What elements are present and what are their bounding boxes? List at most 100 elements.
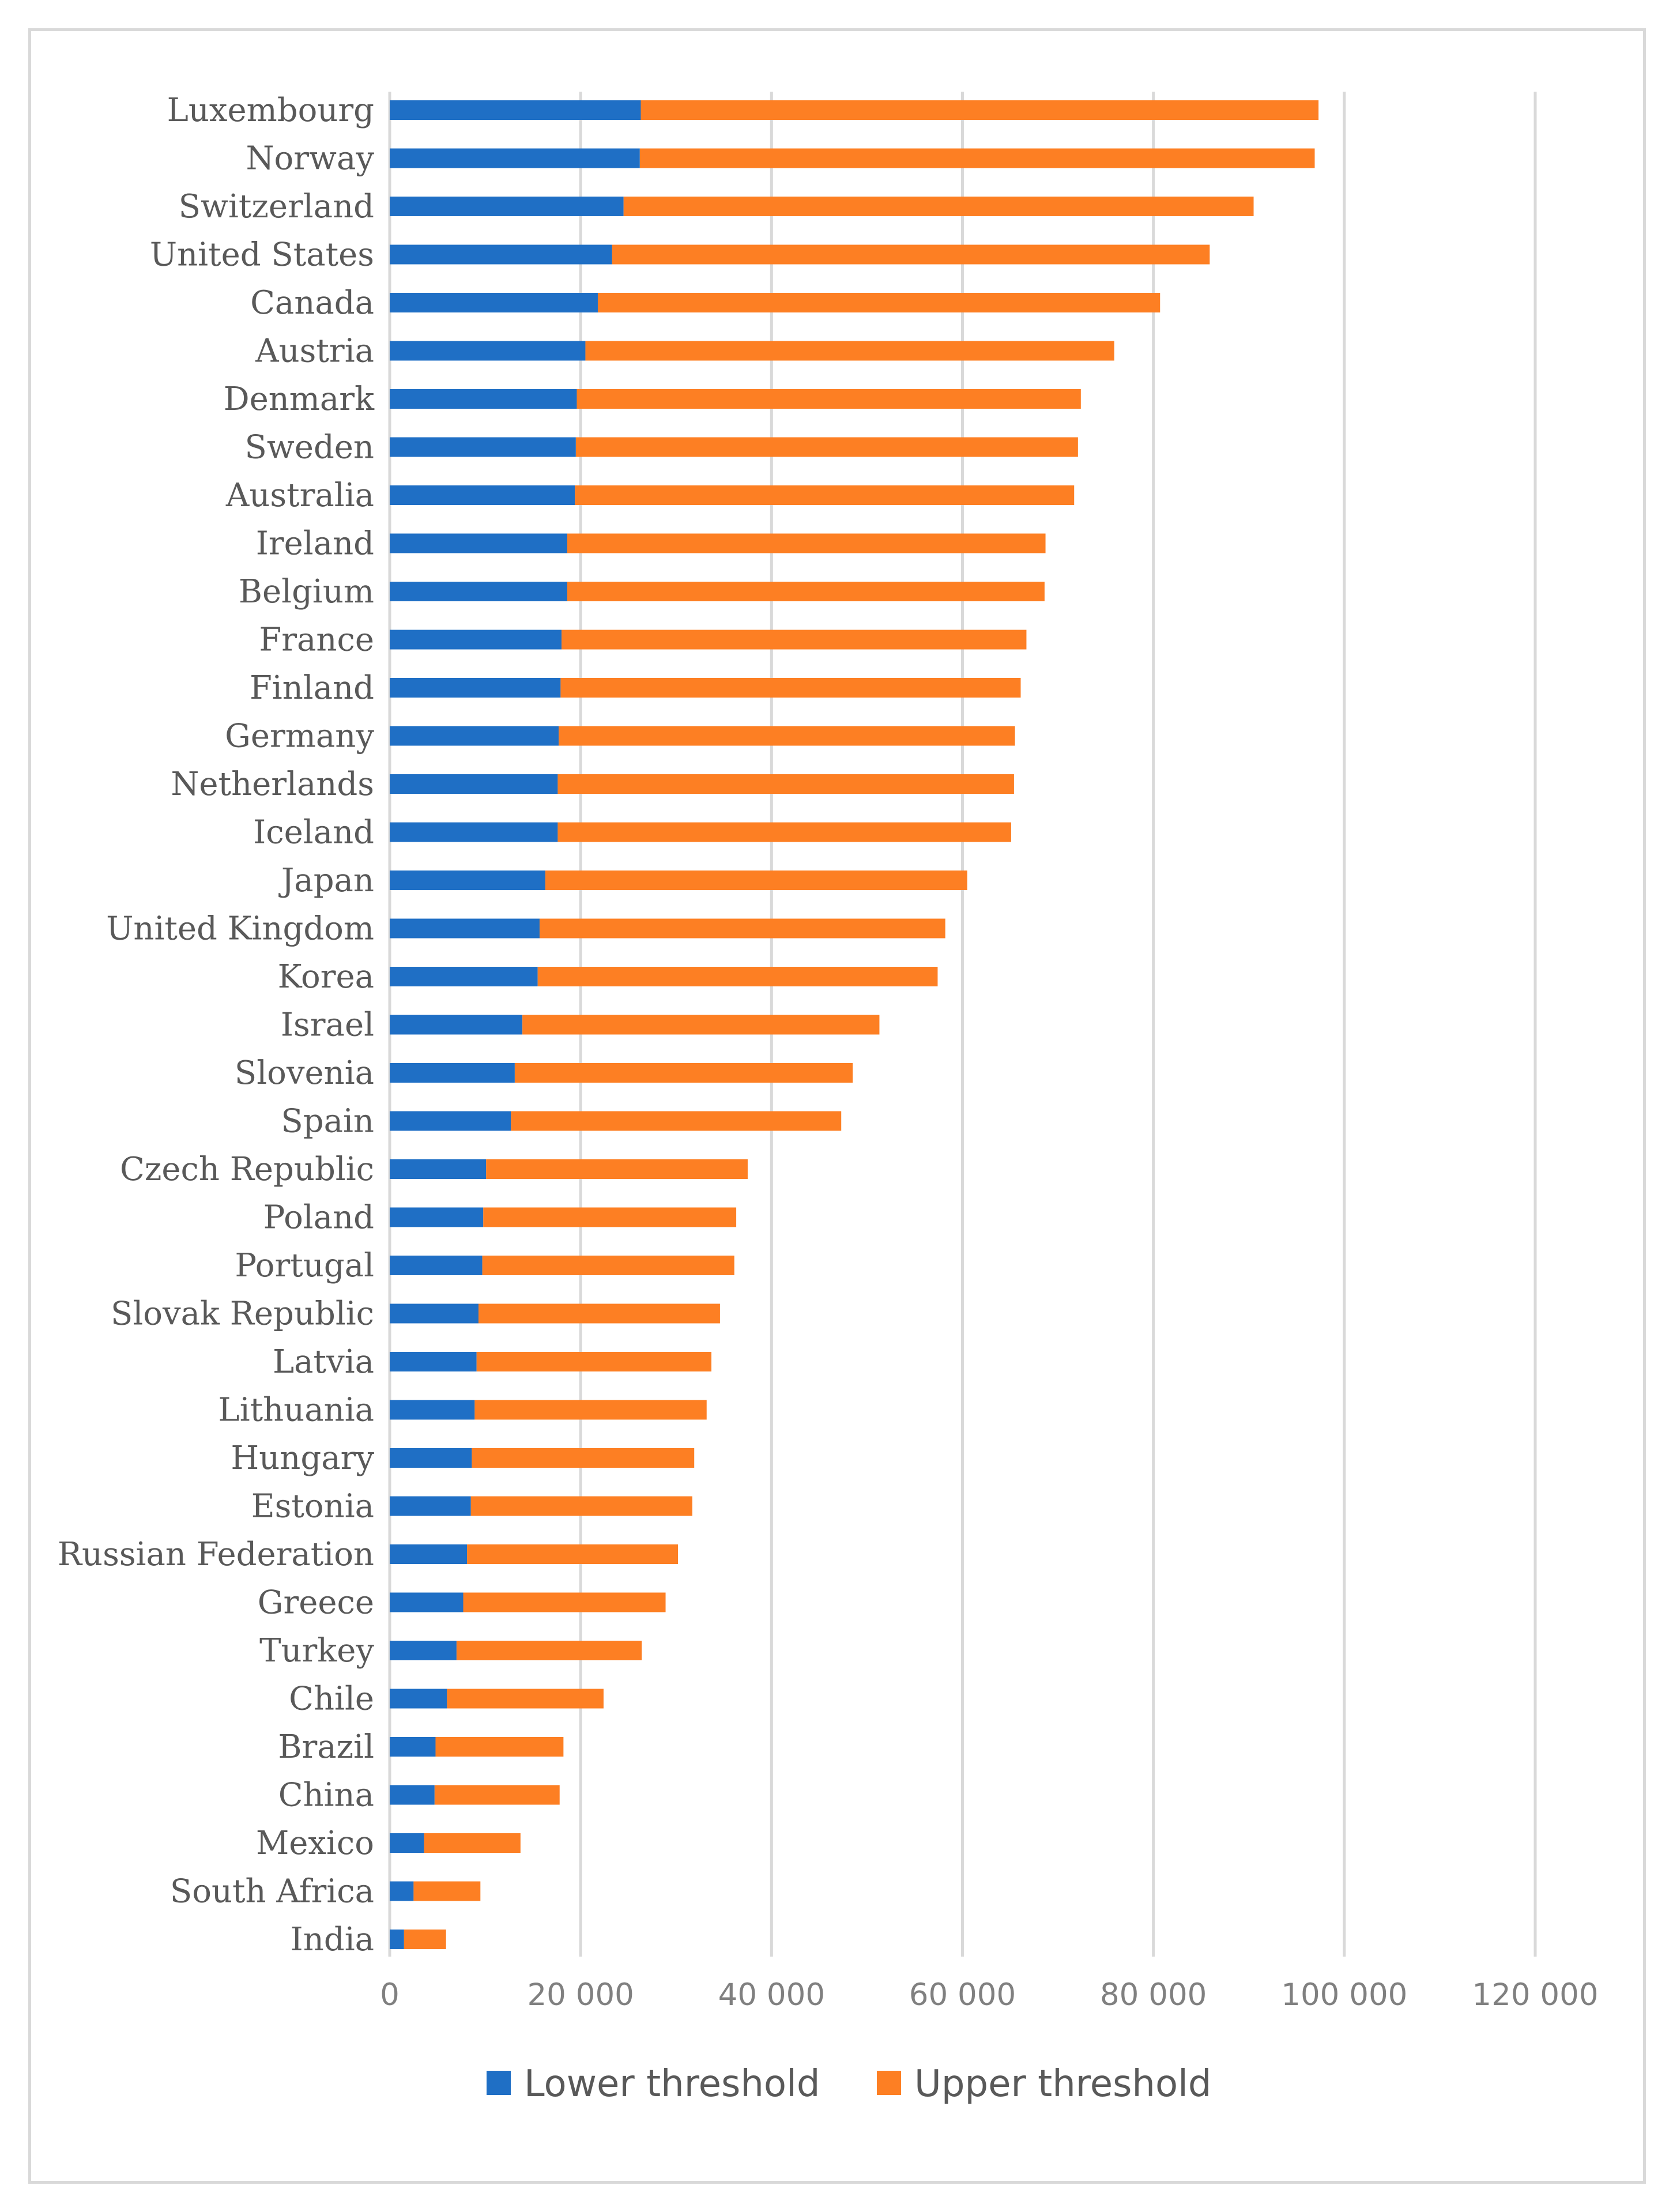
- category-label-united-states: United States: [150, 236, 374, 274]
- bar-netherlands-lower-threshold: [390, 774, 558, 794]
- category-label-finland: Finland: [250, 669, 374, 707]
- legend-label-upper-threshold: Upper threshold: [914, 2063, 1212, 2105]
- category-label-ireland: Ireland: [256, 525, 374, 563]
- category-label-latvia: Latvia: [273, 1343, 374, 1381]
- bar-hungary-upper-threshold: [472, 1448, 695, 1468]
- bar-latvia-lower-threshold: [390, 1352, 477, 1371]
- bar-latvia-upper-threshold: [476, 1352, 712, 1371]
- bar-spain-lower-threshold: [390, 1111, 511, 1131]
- category-label-czech-republic: Czech Republic: [120, 1151, 374, 1188]
- bar-france-upper-threshold: [562, 630, 1027, 650]
- bar-slovenia-lower-threshold: [390, 1063, 515, 1083]
- bar-poland-upper-threshold: [483, 1207, 737, 1227]
- bar-australia-lower-threshold: [390, 485, 575, 505]
- bar-switzerland-upper-threshold: [623, 197, 1254, 216]
- bar-lithuania-upper-threshold: [474, 1400, 707, 1420]
- category-label-belgium: Belgium: [239, 573, 374, 611]
- bar-australia-upper-threshold: [575, 485, 1075, 505]
- x-tick-label-0: 0: [380, 1977, 400, 2013]
- bar-switzerland-lower-threshold: [390, 197, 624, 216]
- bar-belgium-lower-threshold: [390, 582, 567, 601]
- bar-china-upper-threshold: [434, 1785, 560, 1805]
- category-label-spain: Spain: [281, 1103, 374, 1140]
- chart-frame: Luxembourg Norway Switzerland United States…: [28, 28, 1646, 2184]
- category-label-portugal: Portugal: [235, 1247, 374, 1284]
- category-label-chile: Chile: [289, 1680, 374, 1718]
- bar-sweden-upper-threshold: [575, 437, 1078, 457]
- bar-czech-republic-lower-threshold: [390, 1159, 487, 1179]
- bar-estonia-lower-threshold: [390, 1496, 471, 1516]
- bar-mexico-lower-threshold: [390, 1833, 424, 1853]
- category-label-slovak-republic: Slovak Republic: [111, 1295, 374, 1333]
- bar-south-africa-lower-threshold: [390, 1881, 414, 1901]
- bar-japan-lower-threshold: [390, 871, 545, 890]
- bar-brazil-upper-threshold: [435, 1737, 564, 1757]
- category-label-france: France: [259, 621, 374, 659]
- legend-swatch-upper-threshold: [877, 2071, 901, 2095]
- bar-denmark-upper-threshold: [576, 389, 1081, 409]
- stacked-bar-chart: Luxembourg Norway Switzerland United States…: [58, 92, 1599, 2105]
- bars: [390, 100, 1319, 1949]
- bar-slovak-republic-upper-threshold: [478, 1303, 720, 1324]
- bar-lithuania-lower-threshold: [390, 1400, 475, 1420]
- category-label-hungary: Hungary: [231, 1440, 374, 1477]
- category-label-austria: Austria: [255, 333, 374, 370]
- bar-greece-upper-threshold: [463, 1592, 666, 1612]
- bar-austria-upper-threshold: [585, 341, 1114, 361]
- bar-finland-lower-threshold: [390, 678, 561, 698]
- category-label-denmark: Denmark: [224, 380, 375, 418]
- bar-mexico-upper-threshold: [424, 1833, 521, 1853]
- bar-finland-upper-threshold: [560, 678, 1021, 698]
- bar-israel-upper-threshold: [522, 1015, 880, 1035]
- legend-swatch-lower-threshold: [487, 2071, 511, 2095]
- bar-israel-lower-threshold: [390, 1015, 523, 1035]
- bar-poland-lower-threshold: [390, 1207, 484, 1227]
- x-tick-label-40-000: 40 000: [718, 1977, 825, 2013]
- category-label-united-kingdom: United Kingdom: [106, 910, 374, 948]
- category-label-brazil: Brazil: [278, 1728, 374, 1766]
- bar-belgium-upper-threshold: [567, 582, 1045, 601]
- bar-slovak-republic-lower-threshold: [390, 1303, 478, 1324]
- bar-portugal-lower-threshold: [390, 1256, 483, 1275]
- bar-japan-upper-threshold: [545, 871, 967, 890]
- category-label-mexico: Mexico: [256, 1825, 374, 1862]
- category-label-japan: Japan: [278, 862, 374, 899]
- bar-ireland-upper-threshold: [567, 533, 1046, 553]
- bar-russian-federation-upper-threshold: [467, 1544, 679, 1564]
- bar-turkey-upper-threshold: [456, 1641, 642, 1660]
- bar-iceland-lower-threshold: [390, 822, 558, 842]
- bar-sweden-lower-threshold: [390, 437, 576, 457]
- legend-label-lower-threshold: Lower threshold: [524, 2063, 820, 2105]
- x-tick-label-80-000: 80 000: [1100, 1977, 1207, 2013]
- category-label-korea: Korea: [278, 958, 374, 996]
- bar-canada-lower-threshold: [390, 293, 598, 312]
- x-tick-label-20-000: 20 000: [527, 1977, 634, 2013]
- bar-turkey-lower-threshold: [390, 1641, 457, 1660]
- bar-chile-lower-threshold: [390, 1689, 447, 1709]
- legend: Lower threshold Upper threshold: [487, 2063, 1212, 2105]
- category-label-poland: Poland: [263, 1199, 374, 1237]
- x-tick-label-60-000: 60 000: [909, 1977, 1016, 2013]
- bar-spain-upper-threshold: [511, 1111, 842, 1131]
- x-tick-labels: 0 20 000 40 000 60 000 80 000 100 000 120 000: [380, 1977, 1598, 2013]
- category-label-netherlands: Netherlands: [171, 766, 374, 803]
- category-label-south-africa: South Africa: [170, 1873, 374, 1910]
- category-labels: Luxembourg Norway Switzerland United States…: [58, 92, 375, 1958]
- x-tick-label-120-000: 120 000: [1472, 1977, 1598, 2013]
- bar-norway-lower-threshold: [390, 148, 640, 168]
- bar-united-states-upper-threshold: [612, 244, 1210, 265]
- bar-norway-upper-threshold: [639, 148, 1315, 168]
- category-label-israel: Israel: [281, 1007, 374, 1044]
- bar-slovenia-upper-threshold: [514, 1063, 853, 1083]
- bar-canada-upper-threshold: [597, 293, 1160, 312]
- category-label-sweden: Sweden: [245, 429, 375, 466]
- category-label-turkey: Turkey: [259, 1632, 374, 1670]
- bar-china-lower-threshold: [390, 1785, 435, 1805]
- bar-germany-lower-threshold: [390, 726, 559, 746]
- category-label-switzerland: Switzerland: [179, 188, 374, 225]
- bar-denmark-lower-threshold: [390, 389, 577, 409]
- category-label-australia: Australia: [225, 477, 374, 514]
- bar-hungary-lower-threshold: [390, 1448, 472, 1468]
- bar-estonia-upper-threshold: [470, 1496, 692, 1516]
- category-label-slovenia: Slovenia: [235, 1054, 374, 1092]
